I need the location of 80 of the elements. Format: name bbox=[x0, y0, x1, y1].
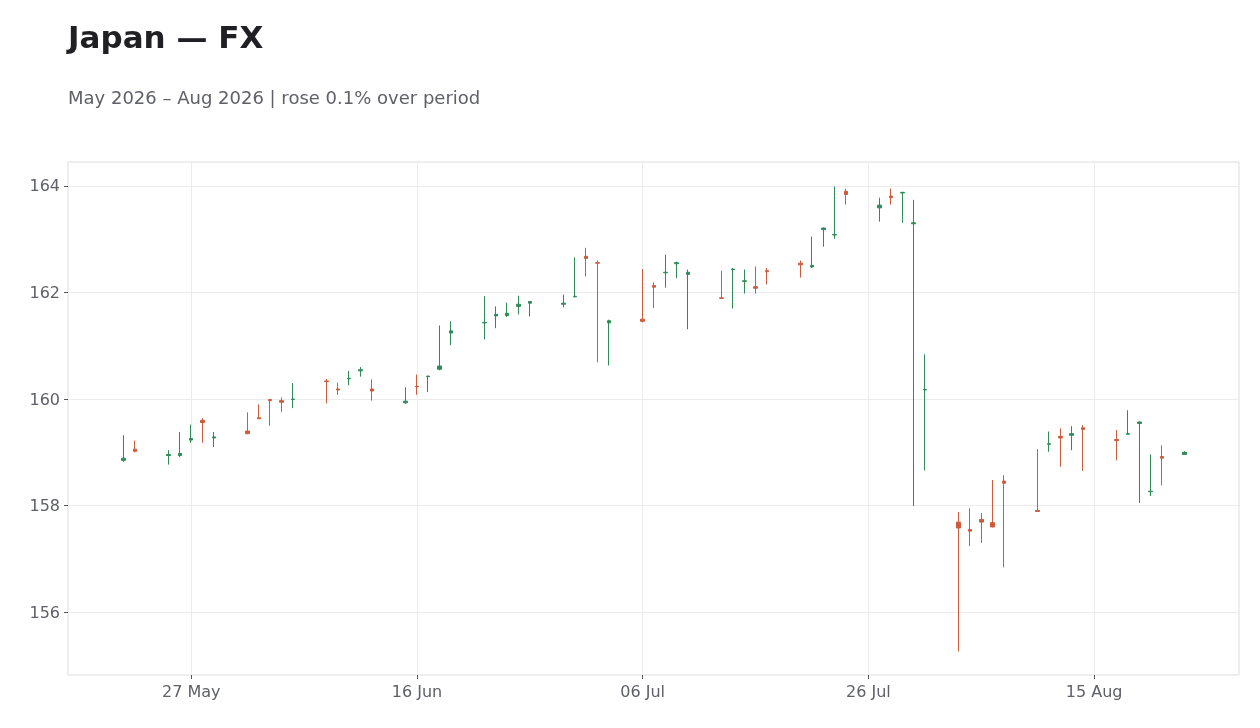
candlestick bbox=[257, 403, 261, 420]
candlestick bbox=[1148, 453, 1153, 497]
candlestick bbox=[663, 254, 668, 289]
candlestick bbox=[821, 227, 826, 248]
candlestick bbox=[889, 188, 893, 206]
candlestick bbox=[245, 411, 250, 435]
candlestick bbox=[911, 199, 916, 507]
candlestick bbox=[900, 191, 905, 224]
candlestick bbox=[844, 188, 848, 206]
candlestick bbox=[573, 256, 577, 298]
y-tick-label: 162 bbox=[29, 283, 60, 303]
candlestick bbox=[595, 260, 600, 363]
candlestick bbox=[968, 507, 972, 547]
chart-subtitle: May 2026 – Aug 2026 | rose 0.1% over period bbox=[68, 86, 481, 108]
candlestick bbox=[1047, 431, 1051, 453]
candlestick bbox=[426, 375, 430, 393]
x-tick-label: 26 Jul bbox=[846, 681, 891, 701]
candlestick bbox=[1035, 448, 1040, 513]
candlestick bbox=[121, 434, 126, 463]
candlestick bbox=[652, 281, 656, 309]
candlestick bbox=[990, 479, 995, 528]
candlestick bbox=[178, 431, 182, 458]
candlestick bbox=[1126, 409, 1130, 436]
candlestick bbox=[584, 247, 588, 278]
candlestick bbox=[370, 378, 374, 402]
candlestick bbox=[358, 366, 363, 378]
candlestick bbox=[923, 353, 927, 471]
candlestick bbox=[810, 236, 814, 269]
candlestick bbox=[1002, 474, 1006, 568]
y-tick-label: 160 bbox=[29, 389, 60, 409]
candlestick bbox=[1160, 444, 1164, 486]
y-tick-label: 156 bbox=[29, 602, 60, 622]
candlestick bbox=[505, 302, 509, 318]
candlestick bbox=[336, 382, 340, 396]
candlestick bbox=[877, 197, 882, 223]
candlestick bbox=[324, 378, 329, 404]
candlestick bbox=[347, 370, 351, 386]
candlestick bbox=[561, 294, 566, 308]
candlestick bbox=[415, 374, 419, 396]
candlestick bbox=[979, 512, 984, 544]
candlestick bbox=[1182, 450, 1187, 455]
candlestick bbox=[1114, 429, 1119, 461]
x-tick-label: 15 Aug bbox=[1065, 681, 1123, 701]
candlestick bbox=[607, 319, 611, 366]
candlestick bbox=[674, 261, 679, 279]
candlestick bbox=[528, 300, 532, 317]
candlestick bbox=[798, 260, 803, 279]
chart-title: Japan — FX bbox=[66, 18, 264, 55]
candlestick bbox=[437, 325, 442, 371]
candlestick bbox=[482, 295, 487, 340]
candlestick bbox=[686, 269, 690, 330]
candlestick bbox=[133, 440, 137, 453]
candlestick bbox=[291, 382, 295, 409]
y-tick-label: 158 bbox=[29, 496, 60, 516]
candlestick bbox=[1069, 425, 1074, 451]
candlestick bbox=[753, 265, 758, 295]
candlestick bbox=[1081, 424, 1085, 472]
candlestick bbox=[765, 267, 769, 286]
candlestick bbox=[189, 424, 193, 444]
candlestick bbox=[200, 417, 205, 444]
candlestick bbox=[516, 295, 521, 315]
candlestick bbox=[731, 267, 735, 309]
x-tick-label: 27 May bbox=[161, 681, 221, 701]
candlestick bbox=[956, 511, 961, 653]
candlestick bbox=[279, 396, 284, 413]
x-tick-label: 06 Jul bbox=[620, 681, 666, 701]
candlestick bbox=[449, 320, 453, 346]
candlestick bbox=[166, 449, 171, 466]
candlestick bbox=[494, 305, 498, 329]
candlestick bbox=[403, 386, 408, 405]
candlestick bbox=[268, 399, 272, 427]
candlestick bbox=[719, 270, 724, 300]
candlestick bbox=[742, 269, 747, 295]
candlestick bbox=[212, 431, 216, 448]
y-tick-label: 164 bbox=[29, 176, 60, 196]
candlestick bbox=[832, 186, 837, 240]
candlestick bbox=[640, 268, 645, 323]
candlestick bbox=[1137, 420, 1142, 504]
x-tick-label: 16 Jun bbox=[391, 681, 443, 701]
candlestick bbox=[1058, 427, 1063, 468]
